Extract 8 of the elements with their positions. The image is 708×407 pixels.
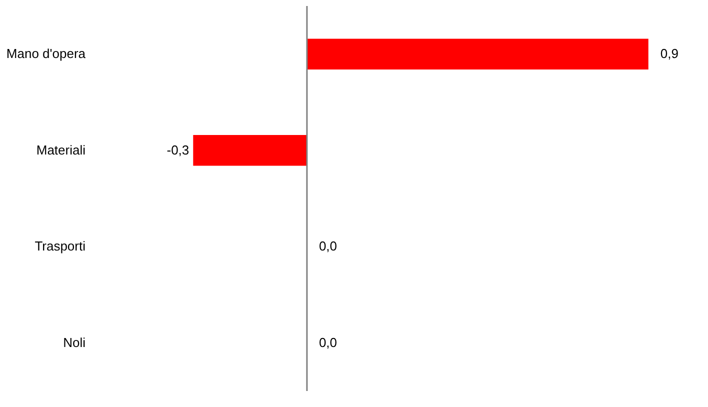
data-label: 0,0 [318,238,338,254]
data-label: -0,3 [166,142,190,158]
y-tick-label: Trasporti [34,238,86,254]
y-tick-label: Materiali [36,142,86,158]
data-label: 0,9 [660,46,678,62]
data-label: 0,0 [318,334,338,350]
y-tick-label: Noli [63,334,86,350]
y-tick-label: Mano d'opera [6,46,86,62]
